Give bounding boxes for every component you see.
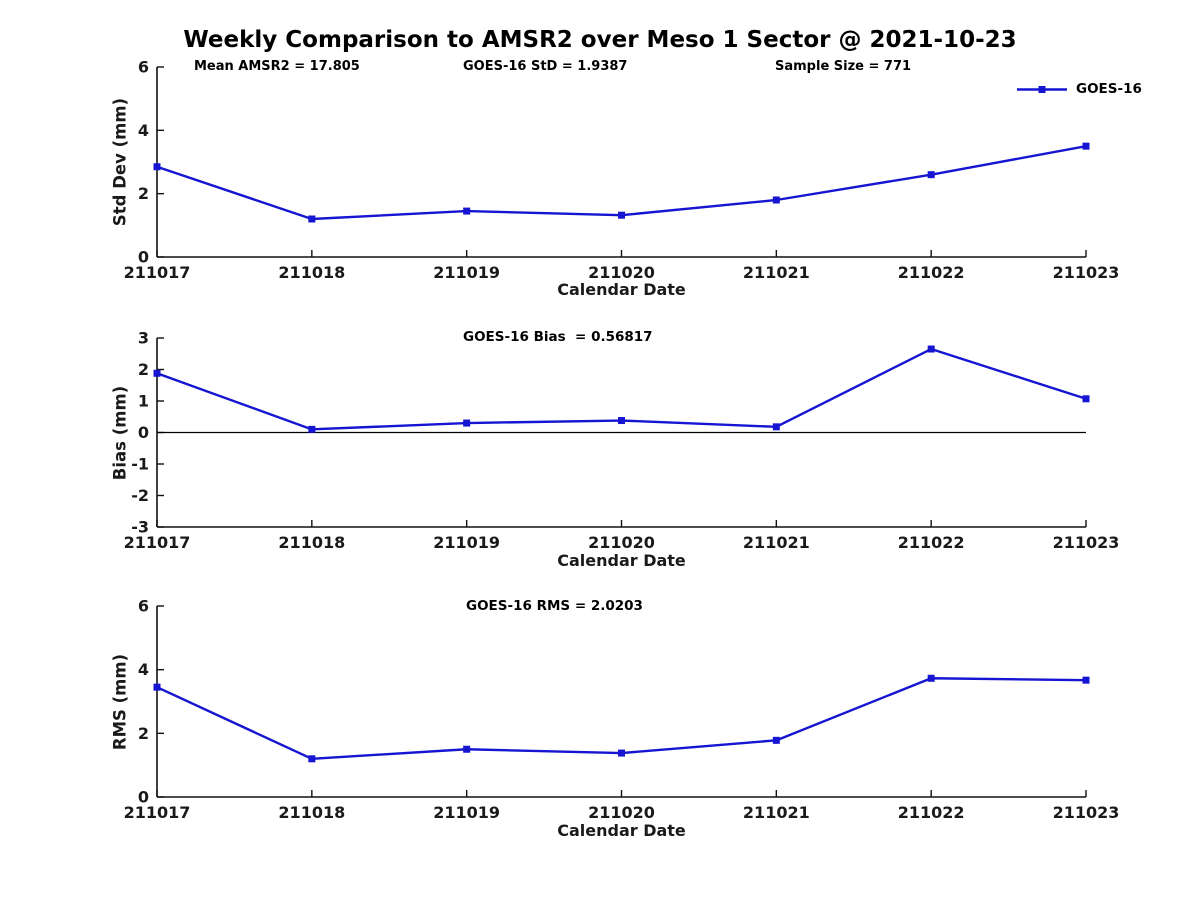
x-tick-label: 211023 bbox=[1053, 263, 1120, 282]
x-tick-label: 211020 bbox=[588, 263, 655, 282]
data-point-marker bbox=[618, 417, 625, 425]
y-tick-label: 4 bbox=[138, 660, 149, 679]
y-tick-label: 0 bbox=[138, 248, 149, 267]
data-point-marker bbox=[772, 196, 780, 204]
x-tick-label: 211022 bbox=[898, 263, 965, 282]
x-tick-label: 211023 bbox=[1053, 803, 1120, 822]
y-tick-label: -1 bbox=[131, 455, 149, 474]
data-point-marker bbox=[153, 683, 161, 691]
data-point-marker bbox=[618, 749, 625, 757]
data-point-marker bbox=[463, 745, 471, 753]
legend: GOES-16 bbox=[1016, 81, 1142, 97]
x-tick-label: 211018 bbox=[278, 263, 345, 282]
data-point-marker bbox=[927, 345, 935, 353]
bias-y-axis-label: Bias (mm) bbox=[110, 385, 130, 481]
y-tick-label: 1 bbox=[138, 392, 149, 411]
stat-sample-size: Sample Size = 771 bbox=[775, 59, 912, 74]
y-tick-label: 0 bbox=[138, 788, 149, 807]
data-point-marker bbox=[308, 755, 316, 763]
data-point-marker bbox=[153, 163, 161, 171]
stat-goes16-std: GOES-16 StD = 1.9387 bbox=[463, 59, 628, 74]
std-dev-series-line bbox=[156, 144, 1087, 221]
bias-x-axis-label: Calendar Date bbox=[557, 551, 686, 570]
stddev-x-axis-label: Calendar Date bbox=[557, 280, 686, 299]
data-point-marker bbox=[618, 211, 625, 219]
legend-line-icon bbox=[1017, 85, 1067, 93]
stat-mean-amsr2: Mean AMSR2 = 17.805 bbox=[194, 59, 360, 74]
page-title: Weekly Comparison to AMSR2 over Meso 1 S… bbox=[183, 27, 1017, 53]
x-tick-label: 211019 bbox=[433, 803, 500, 822]
x-tick-label: 211022 bbox=[898, 533, 965, 552]
x-tick-label: 211023 bbox=[1053, 533, 1120, 552]
y-tick-label: 3 bbox=[138, 329, 149, 348]
y-tick-label: -2 bbox=[131, 486, 149, 505]
y-tick-label: 2 bbox=[138, 360, 149, 379]
x-tick-label: 211018 bbox=[278, 533, 345, 552]
x-tick-label: 211017 bbox=[124, 803, 191, 822]
x-tick-label: 211021 bbox=[743, 263, 810, 282]
y-tick-label: 2 bbox=[138, 184, 149, 203]
data-point-marker bbox=[1082, 142, 1090, 150]
data-point-marker bbox=[308, 425, 316, 433]
y-tick-label: -3 bbox=[131, 518, 149, 537]
legend-label: GOES-16 bbox=[1076, 81, 1142, 97]
data-point-marker bbox=[153, 369, 161, 377]
x-tick-label: 211020 bbox=[588, 803, 655, 822]
y-tick-label: 2 bbox=[138, 724, 149, 743]
bias-subplot-title: GOES-16 Bias = 0.56817 bbox=[463, 329, 653, 345]
x-tick-label: 211019 bbox=[433, 263, 500, 282]
x-tick-label: 211018 bbox=[278, 803, 345, 822]
x-tick-label: 211020 bbox=[588, 533, 655, 552]
data-point-marker bbox=[463, 419, 471, 427]
rms-y-axis-label: RMS (mm) bbox=[110, 653, 130, 751]
stddev-y-axis-label: Std Dev (mm) bbox=[110, 97, 130, 227]
legend-marker-icon bbox=[1038, 85, 1046, 93]
y-tick-label: 6 bbox=[138, 597, 149, 616]
data-point-marker bbox=[308, 215, 316, 223]
x-tick-label: 211019 bbox=[433, 533, 500, 552]
data-point-marker bbox=[927, 674, 935, 682]
x-tick-label: 211021 bbox=[743, 803, 810, 822]
y-tick-label: 6 bbox=[138, 58, 149, 77]
x-tick-label: 211017 bbox=[124, 263, 191, 282]
y-tick-label: 0 bbox=[138, 423, 149, 442]
x-tick-label: 211017 bbox=[124, 533, 191, 552]
rms-subplot-title: GOES-16 RMS = 2.0203 bbox=[466, 598, 643, 614]
x-tick-label: 211022 bbox=[898, 803, 965, 822]
data-point-marker bbox=[463, 207, 471, 215]
data-point-marker bbox=[927, 171, 935, 179]
x-tick-label: 211021 bbox=[743, 533, 810, 552]
rms-x-axis-label: Calendar Date bbox=[557, 821, 686, 840]
data-point-marker bbox=[772, 423, 780, 431]
data-point-marker bbox=[1082, 676, 1090, 684]
rms-series-line bbox=[156, 677, 1087, 760]
data-point-marker bbox=[772, 736, 780, 744]
data-point-marker bbox=[1082, 395, 1090, 403]
y-tick-label: 4 bbox=[138, 121, 149, 140]
